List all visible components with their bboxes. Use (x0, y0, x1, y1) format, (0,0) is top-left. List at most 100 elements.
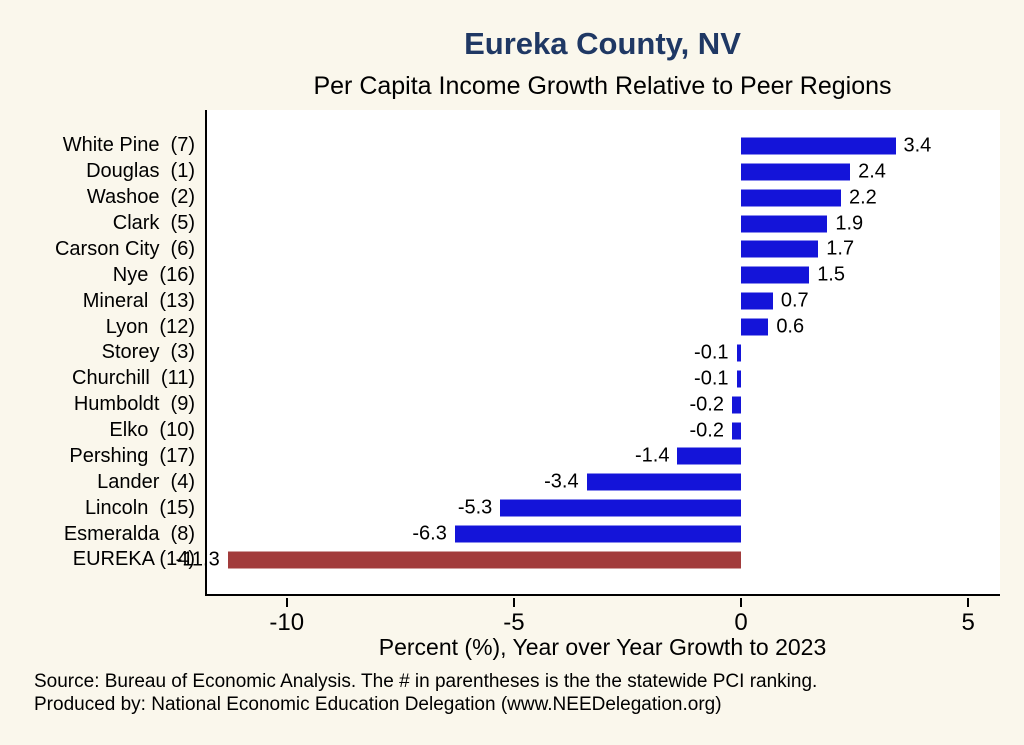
x-axis-ticks: -10 -5 0 5 (205, 598, 1000, 640)
chart-row: Esmeralda (8) -6.3 (0, 521, 1000, 547)
bar (741, 292, 773, 310)
source-note: Source: Bureau of Economic Analysis. The… (34, 671, 818, 692)
bar (677, 447, 742, 465)
category-label: Pershing (17) (69, 444, 195, 467)
bar (741, 318, 769, 336)
x-tick-label: 0 (734, 609, 748, 636)
bar (741, 189, 841, 207)
chart-row: Clark (5) 1.9 (0, 211, 1000, 237)
chart-row: Humboldt (9) -0.2 (0, 392, 1000, 418)
category-label: Washoe (2) (86, 186, 195, 209)
bar-track: 1.7 (205, 237, 1000, 263)
bar (500, 499, 742, 517)
value-label: 1.7 (826, 237, 855, 260)
bar-track: 2.4 (205, 159, 1000, 185)
x-axis-label: Percent (%), Year over Year Growth to 20… (378, 634, 827, 660)
value-label: 3.4 (903, 134, 932, 157)
value-label: 2.4 (858, 160, 886, 183)
bar-track: 0.6 (205, 314, 1000, 340)
x-tick-mark (512, 598, 515, 607)
category-label: Douglas (1) (86, 160, 195, 183)
value-label: -0.2 (689, 419, 724, 442)
chart-row: Mineral (13) 0.7 (0, 288, 1000, 314)
chart-row: Nye (16) 1.5 (0, 262, 1000, 288)
chart-row: Storey (3) -0.1 (0, 340, 1000, 366)
value-label: -0.1 (694, 367, 729, 390)
category-label: White Pine (7) (62, 134, 195, 157)
category-label: EUREKA (14) (72, 548, 195, 571)
x-tick-mark (967, 598, 970, 607)
bar-track: -11.3 (176, 547, 1000, 573)
chart-row: Lyon (12) 0.6 (0, 314, 1000, 340)
value-label: 0.7 (780, 289, 809, 312)
x-tick-mark (285, 598, 288, 607)
category-label: Carson City (6) (54, 237, 195, 260)
bar (741, 240, 819, 258)
bar (731, 422, 742, 440)
chart-row: White Pine (7) 3.4 (0, 133, 1000, 159)
bar (586, 473, 742, 491)
chart-row: Lincoln (15) -5.3 (0, 495, 1000, 521)
bar-track: 3.4 (205, 133, 1000, 159)
category-label: Mineral (13) (82, 289, 195, 312)
chart-row: Elko (10) -0.2 (0, 418, 1000, 444)
chart-subtitle: Per Capita Income Growth Relative to Pee… (313, 72, 892, 100)
chart-row: Washoe (2) 2.2 (0, 185, 1000, 211)
x-tick-label: 5 (961, 609, 975, 636)
source-block: Source: Bureau of Economic Analysis. The… (34, 670, 817, 716)
bar (741, 163, 851, 181)
category-label: Lander (4) (97, 470, 195, 493)
bar-track: 2.2 (205, 185, 1000, 211)
chart-row: Lander (4) -3.4 (0, 469, 1000, 495)
value-label: 1.5 (817, 263, 845, 286)
bar-track: -0.2 (205, 392, 1000, 418)
category-label: Humboldt (9) (73, 393, 195, 416)
bar (741, 215, 828, 233)
bar (736, 344, 742, 362)
x-tick-label: -5 (503, 609, 525, 636)
bar (741, 266, 810, 284)
bar-rows: White Pine (7) 3.4 Douglas (1) 2.4 Washoe (2… (0, 110, 1000, 596)
category-label: Elko (10) (109, 419, 195, 442)
value-label: 1.9 (835, 212, 864, 235)
value-label: -5.3 (457, 496, 493, 519)
value-label: -0.2 (689, 393, 724, 416)
x-tick-label: -10 (269, 609, 305, 636)
bar (741, 137, 896, 155)
category-label: Esmeralda (8) (63, 522, 195, 545)
chart-row: Carson City (6) 1.7 (0, 237, 1000, 263)
bar (736, 370, 742, 388)
bar (731, 396, 742, 414)
value-label: -3.4 (544, 470, 579, 493)
category-label: Lincoln (15) (84, 496, 195, 519)
bar-track: -3.4 (205, 469, 1000, 495)
x-tick-mark (740, 598, 743, 607)
chart-title: Eureka County, NV (464, 26, 741, 61)
category-label: Lyon (12) (105, 315, 195, 338)
category-label: Clark (5) (112, 212, 195, 235)
chart-row: EUREKA (14) -11.3 (0, 547, 1000, 573)
bar-track: -0.1 (205, 366, 1000, 392)
value-label: 0.6 (776, 315, 805, 338)
value-label: -6.3 (412, 522, 447, 545)
category-label: Churchill (11) (72, 367, 195, 390)
bar-track: -0.2 (205, 418, 1000, 444)
bar-track: 0.7 (205, 288, 1000, 314)
bar-track: -0.1 (205, 340, 1000, 366)
value-label: -0.1 (694, 341, 729, 364)
bar-track: -5.3 (205, 495, 1000, 521)
chart-row: Douglas (1) 2.4 (0, 159, 1000, 185)
chart-row: Churchill (11) -0.1 (0, 366, 1000, 392)
bar-track: 1.5 (205, 262, 1000, 288)
bar-track: 1.9 (205, 211, 1000, 237)
credit-note: Produced by: National Economic Education… (34, 694, 722, 715)
value-label: -11.3 (175, 548, 220, 571)
bar (454, 525, 742, 543)
category-label: Nye (16) (112, 263, 195, 286)
bar (227, 551, 742, 569)
value-label: 2.2 (849, 186, 877, 209)
bar-track: -6.3 (205, 521, 1000, 547)
value-label: -1.4 (634, 444, 670, 467)
chart-row: Pershing (17) -1.4 (0, 444, 1000, 470)
